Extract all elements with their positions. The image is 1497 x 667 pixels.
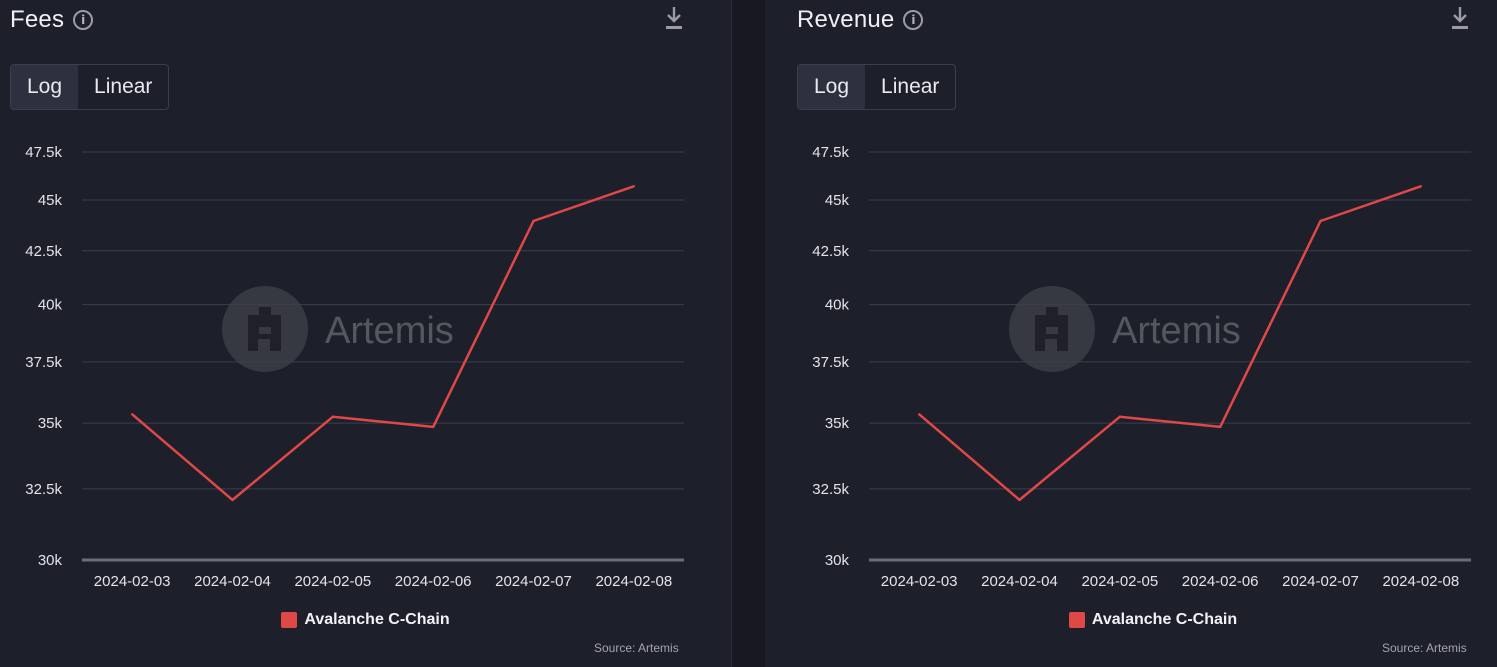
x-tick-label: 2024-02-03: [881, 573, 958, 590]
data-point: [331, 415, 335, 419]
revenue-panel: Revenue i Log Linear Artemis 30k 32.5k 35k 3…: [765, 0, 1497, 667]
scale-toggle: Log Linear: [797, 64, 957, 110]
x-tick-label: 2024-02-05: [294, 573, 371, 590]
x-tick-label: 2024-02-08: [595, 573, 672, 590]
data-point: [1118, 415, 1122, 419]
data-point: [917, 413, 921, 416]
watermark-logo: [1009, 286, 1095, 372]
y-tick-label: 42.5k: [25, 243, 62, 260]
data-point: [1218, 425, 1222, 429]
x-tick-label: 2024-02-07: [1282, 573, 1359, 590]
data-point: [532, 219, 535, 223]
watermark-text: Artemis: [325, 310, 454, 352]
x-tick-label: 2024-02-08: [1382, 573, 1459, 590]
y-tick-label: 47.5k: [25, 144, 62, 161]
panel-gap: [732, 0, 765, 667]
source-label: Source: Artemis: [1382, 641, 1467, 655]
y-tick-label: 40k: [825, 297, 850, 314]
y-tick-label: 32.5k: [812, 481, 849, 498]
log-button[interactable]: Log: [798, 65, 866, 109]
data-point: [1419, 185, 1423, 188]
x-tick-label: 2024-02-04: [981, 573, 1058, 590]
x-tick-label: 2024-02-04: [194, 573, 271, 590]
chart-legend: Avalanche C-Chain: [765, 611, 1497, 629]
y-tick-label: 45k: [825, 192, 850, 209]
revenue-chart: Artemis 30k 32.5k 35k 37.5k 40k 42.5k 45k 47.5k 2…: [812, 144, 1471, 590]
fees-chart: Artemis 30k 32.5k 35k 37.5k 40k 42.5k 45k 47.5k 2…: [25, 144, 684, 590]
linear-button[interactable]: Linear: [94, 75, 153, 98]
panel-header: Revenue i: [797, 4, 924, 36]
panel-header: Fees i: [10, 4, 94, 36]
legend-label[interactable]: Avalanche C-Chain: [304, 611, 450, 628]
data-point: [1319, 219, 1322, 223]
x-tick-label: 2024-02-06: [395, 573, 472, 590]
download-icon[interactable]: [665, 6, 683, 32]
data-point: [1018, 498, 1021, 502]
watermark-logo: [222, 286, 308, 372]
y-tick-label: 35k: [38, 415, 63, 432]
log-button[interactable]: Log: [11, 65, 79, 109]
chart-title: Revenue: [797, 6, 895, 33]
y-tick-label: 37.5k: [25, 354, 62, 371]
data-point: [632, 185, 636, 188]
download-icon[interactable]: [1451, 6, 1469, 32]
x-tick-label: 2024-02-07: [495, 573, 572, 590]
chart-title: Fees: [10, 6, 65, 33]
scale-toggle: Log Linear: [10, 64, 170, 110]
linear-button[interactable]: Linear: [881, 75, 940, 98]
y-tick-label: 32.5k: [25, 481, 62, 498]
series-line: [918, 185, 1422, 502]
fees-panel: Fees i Log Linear Artemis 30k 32.5k 35k 37.5…: [0, 0, 731, 667]
y-tick-label: 35k: [825, 415, 850, 432]
series-line: [131, 185, 635, 502]
y-tick-label: 40k: [38, 297, 63, 314]
watermark-text: Artemis: [1112, 310, 1241, 352]
legend-swatch[interactable]: [1068, 612, 1085, 628]
info-icon[interactable]: i: [73, 10, 94, 30]
y-tick-label: 37.5k: [812, 354, 849, 371]
x-tick-label: 2024-02-05: [1081, 573, 1158, 590]
x-tick-label: 2024-02-06: [1182, 573, 1259, 590]
y-tick-label: 42.5k: [812, 243, 849, 260]
info-icon[interactable]: i: [903, 10, 924, 30]
watermark-logo-mark: [1035, 307, 1068, 351]
y-tick-label: 47.5k: [812, 144, 849, 161]
legend-label[interactable]: Avalanche C-Chain: [1091, 611, 1238, 628]
y-tick-label: 30k: [825, 552, 850, 569]
data-point: [431, 425, 435, 429]
chart-legend: Avalanche C-Chain: [0, 611, 731, 629]
watermark-logo-mark: [248, 307, 281, 351]
y-tick-label: 45k: [38, 192, 63, 209]
y-tick-label: 30k: [38, 552, 63, 569]
artemis-watermark: Artemis: [1009, 286, 1241, 372]
source-label: Source: Artemis: [594, 641, 679, 655]
artemis-watermark: Artemis: [222, 286, 454, 372]
x-tick-label: 2024-02-03: [94, 573, 171, 590]
data-point: [130, 413, 134, 416]
legend-swatch[interactable]: [281, 612, 298, 628]
data-point: [231, 498, 234, 502]
